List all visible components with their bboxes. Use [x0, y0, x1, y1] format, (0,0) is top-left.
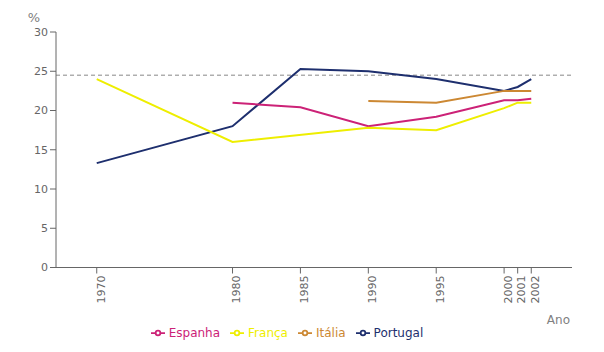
svg-text:10: 10 [34, 183, 48, 196]
html-text:Espanha: Espanha [168, 325, 221, 340]
svg-text:5: 5 [41, 222, 48, 235]
svg-text:25: 25 [34, 65, 48, 78]
svg-text:Ano: Ano [547, 313, 570, 327]
svg-text:1970: 1970 [95, 276, 108, 304]
svg-text:0: 0 [41, 261, 48, 274]
svg-text:2000: 2000 [502, 275, 515, 303]
svg-text:2002: 2002 [529, 276, 542, 304]
html-text:Portugal: Portugal [373, 325, 424, 340]
svg-text:20: 20 [34, 104, 48, 117]
svg-text:30: 30 [34, 26, 48, 39]
html-text:França: França [248, 325, 288, 340]
svg-text:%: % [28, 10, 40, 25]
svg-text:2001: 2001 [515, 276, 528, 304]
svg-text:1990: 1990 [366, 276, 379, 304]
html-text:Itália: Itália [316, 325, 346, 340]
svg-text:15: 15 [34, 144, 48, 157]
svg-text:1995: 1995 [434, 276, 447, 304]
svg-text:1980: 1980 [230, 276, 243, 304]
svg-text:1985: 1985 [298, 276, 311, 304]
